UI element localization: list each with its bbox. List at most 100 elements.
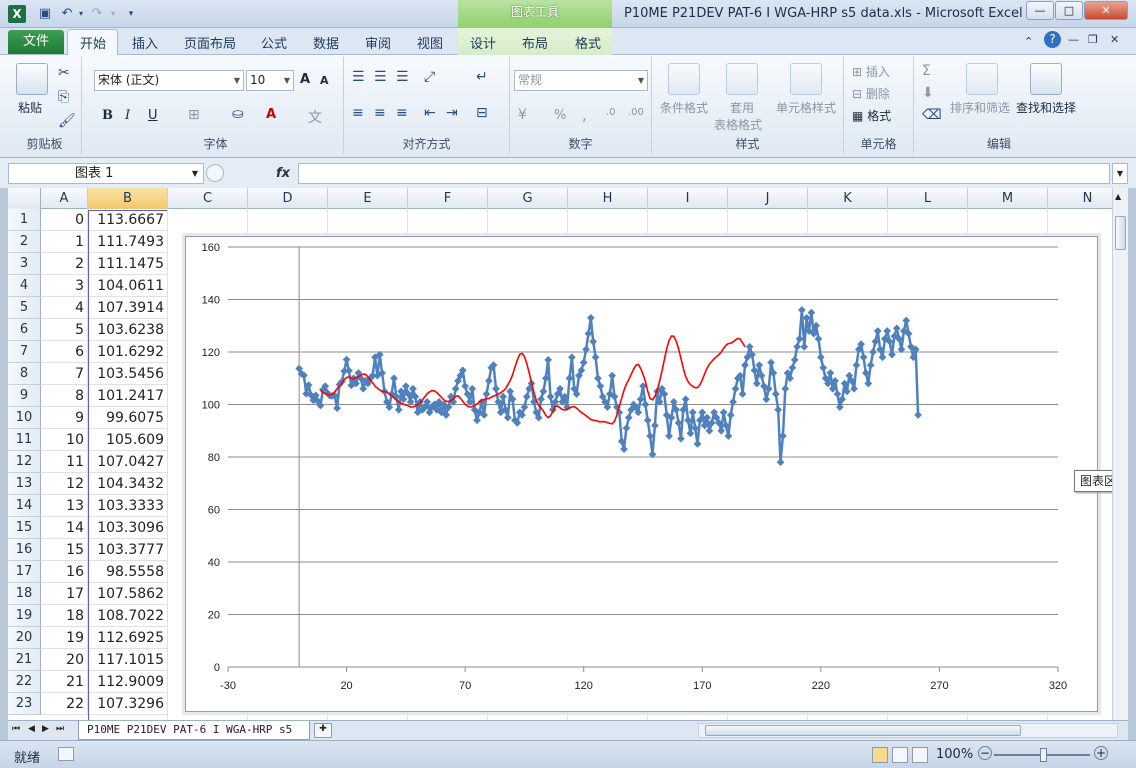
page-layout-view-icon[interactable] <box>892 747 908 763</box>
decrease-decimal-icon[interactable]: .00 <box>628 107 644 118</box>
cell-b[interactable]: 107.3296 <box>88 693 168 715</box>
format-table-line2[interactable]: 表格格式 <box>714 118 763 132</box>
row-header[interactable]: 9 <box>8 385 41 407</box>
tab-page-layout[interactable]: 页面布局 <box>184 37 237 52</box>
increase-decimal-icon[interactable]: .0 <box>606 107 616 118</box>
chart-area[interactable]: 0 20 40 60 80 100 120 140 160 -30 20 70 120 170 220 270… <box>185 236 1098 712</box>
cut-icon[interactable]: ✂ <box>58 65 70 81</box>
format-table-icon[interactable] <box>726 63 758 95</box>
cell-b[interactable]: 107.5862 <box>88 583 168 605</box>
cell-a[interactable]: 0 <box>41 209 88 231</box>
column-header-i[interactable]: I <box>648 188 728 209</box>
row-header[interactable]: 4 <box>8 275 41 297</box>
column-header-g[interactable]: G <box>488 188 568 209</box>
insert-sheet-icon[interactable]: ✚ <box>314 723 332 738</box>
zoom-slider-knob[interactable] <box>1040 748 1047 762</box>
cell-a[interactable]: 20 <box>41 649 88 671</box>
cell-b[interactable]: 107.0427 <box>88 451 168 473</box>
excel-app-icon[interactable]: X <box>8 5 26 23</box>
column-header-a[interactable]: A <box>41 188 88 209</box>
cell-b[interactable]: 103.3777 <box>88 539 168 561</box>
row-header[interactable]: 12 <box>8 451 41 473</box>
row-header[interactable]: 14 <box>8 495 41 517</box>
conditional-format-button[interactable]: 条件格式 <box>660 101 709 115</box>
row-header[interactable]: 20 <box>8 627 41 649</box>
font-name-select[interactable]: 宋体 (正文) ▼ <box>94 70 244 91</box>
customize-toolbar-icon[interactable]: ▾ <box>128 9 134 19</box>
zoom-level[interactable]: 100% <box>936 747 974 762</box>
close-button[interactable]: ✕ <box>1084 1 1128 20</box>
find-select-icon[interactable] <box>1030 63 1062 95</box>
cell-b[interactable]: 108.7022 <box>88 605 168 627</box>
cell-b[interactable]: 103.3333 <box>88 495 168 517</box>
format-cells-button[interactable]: ▦ 格式 <box>852 109 892 123</box>
tab-formulas[interactable]: 公式 <box>261 37 288 52</box>
cell-a[interactable]: 6 <box>41 341 88 363</box>
cell-a[interactable]: 17 <box>41 583 88 605</box>
clear-icon[interactable]: ⌫ <box>922 107 942 123</box>
column-header-c[interactable]: C <box>168 188 248 209</box>
align-left-icon[interactable]: ≡ <box>352 105 364 121</box>
increase-indent-icon[interactable]: ⇥ <box>446 105 458 121</box>
column-header-b[interactable]: B <box>88 188 168 209</box>
redo-icon[interactable]: ↷ <box>91 6 103 21</box>
conditional-format-icon[interactable] <box>668 63 700 95</box>
column-header-j[interactable]: J <box>728 188 808 209</box>
column-header-n[interactable]: N <box>1048 188 1112 209</box>
select-all-corner[interactable] <box>8 188 41 209</box>
cell-a[interactable]: 15 <box>41 539 88 561</box>
minimize-button[interactable]: — <box>1026 1 1054 20</box>
column-header-d[interactable]: D <box>248 188 328 209</box>
cell-b[interactable]: 112.6925 <box>88 627 168 649</box>
vertical-scroll-thumb[interactable] <box>1115 216 1126 250</box>
row-header[interactable]: 17 <box>8 561 41 583</box>
cell-a[interactable]: 22 <box>41 693 88 715</box>
cell-styles-button[interactable]: 单元格样式 <box>776 101 837 115</box>
cell-a[interactable]: 18 <box>41 605 88 627</box>
border-icon[interactable]: ⊞ <box>188 107 200 123</box>
cell-a[interactable]: 16 <box>41 561 88 583</box>
orientation-icon[interactable]: ⤢ <box>424 69 436 85</box>
cell-b[interactable]: 112.9009 <box>88 671 168 693</box>
formula-input[interactable] <box>298 163 1110 184</box>
font-size-select[interactable]: 10 ▼ <box>246 70 294 91</box>
column-header-l[interactable]: L <box>888 188 968 209</box>
cell-b[interactable]: 101.2417 <box>88 385 168 407</box>
page-break-view-icon[interactable] <box>912 747 928 763</box>
cell-a[interactable]: 10 <box>41 429 88 451</box>
delete-cells-button[interactable]: ⊟ 删除 <box>852 87 890 101</box>
normal-view-icon[interactable] <box>872 747 888 763</box>
row-header[interactable]: 22 <box>8 671 41 693</box>
number-format-select[interactable]: 常规 ▼ <box>514 70 648 91</box>
align-bottom-icon[interactable]: ☰ <box>396 69 409 85</box>
first-sheet-icon[interactable]: ⏮ <box>12 724 21 734</box>
insert-cells-button[interactable]: ⊞ 插入 <box>852 65 890 79</box>
undo-dropdown-icon[interactable]: ▾ <box>78 9 83 18</box>
cell-b[interactable]: 117.1015 <box>88 649 168 671</box>
save-icon[interactable]: ▣ <box>38 6 52 21</box>
redo-dropdown-icon[interactable]: ▾ <box>110 9 115 18</box>
merge-center-icon[interactable]: ⊟ <box>476 105 488 121</box>
wrap-text-icon[interactable]: ↵ <box>476 69 488 85</box>
horizontal-scrollbar[interactable] <box>698 723 1118 738</box>
tab-layout[interactable]: 布局 <box>522 37 549 52</box>
row-header[interactable]: 23 <box>8 693 41 715</box>
cell-b[interactable]: 103.3096 <box>88 517 168 539</box>
cell-a[interactable]: 4 <box>41 297 88 319</box>
cell-b[interactable]: 103.5456 <box>88 363 168 385</box>
zoom-in-button[interactable]: + <box>1094 746 1108 760</box>
row-header[interactable]: 3 <box>8 253 41 275</box>
row-header[interactable]: 6 <box>8 319 41 341</box>
format-table-line1[interactable]: 套用 <box>730 101 755 115</box>
sheet-tab-active[interactable]: P10ME P21DEV PAT-6 I WGA-HRP s5 <box>78 721 310 740</box>
cell-a[interactable]: 14 <box>41 517 88 539</box>
find-select-button[interactable]: 查找和选择 <box>1016 101 1077 115</box>
tab-home[interactable]: 开始 <box>80 37 107 52</box>
cell-b[interactable]: 98.5558 <box>88 561 168 583</box>
undo-icon[interactable]: ↶ <box>61 6 73 21</box>
tab-review[interactable]: 审阅 <box>365 37 392 52</box>
row-header[interactable]: 11 <box>8 429 41 451</box>
format-painter-icon[interactable]: 🖌 <box>58 113 76 129</box>
tab-insert[interactable]: 插入 <box>132 37 159 52</box>
sort-filter-button[interactable]: 排序和筛选 <box>950 101 1011 115</box>
